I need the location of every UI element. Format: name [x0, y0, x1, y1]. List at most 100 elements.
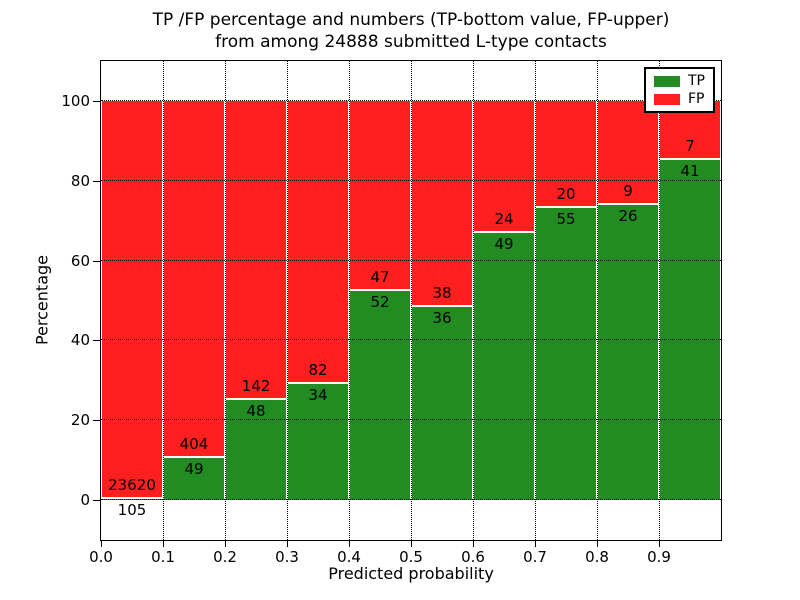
x-tick-mark: [163, 541, 164, 547]
x-tick-mark: [597, 541, 598, 547]
bar-segment-divider: [164, 455, 224, 458]
legend-item: FP: [654, 92, 705, 106]
bar-segment-divider: [226, 398, 286, 401]
tp-count-label: 41: [680, 162, 700, 181]
y-tick-label: 100: [61, 91, 90, 110]
gridline-horizontal: [101, 339, 721, 341]
bar-segment-divider: [598, 202, 658, 205]
x-tick-mark: [473, 541, 474, 547]
chart-title: TP /FP percentage and numbers (TP-bottom…: [100, 9, 722, 53]
y-tick-label: 80: [70, 171, 90, 190]
fp-count-label: 38: [432, 283, 452, 302]
bar-segment-divider: [288, 382, 348, 385]
gridline-vertical: [287, 61, 288, 540]
x-tick-label: 0.4: [337, 548, 361, 566]
bar-segment-tp: [288, 383, 348, 501]
bar-segment-divider: [474, 231, 534, 234]
bar-segment-tp: [226, 399, 286, 501]
bar-segment-tp: [536, 207, 596, 501]
tp-count-label: 105: [117, 501, 147, 520]
x-tick-mark: [349, 541, 350, 547]
x-tick-label: 0.9: [647, 548, 671, 566]
y-tick-mark: [93, 100, 100, 102]
x-tick-mark: [659, 541, 660, 547]
gridline-horizontal: [101, 99, 721, 101]
x-tick-label: 0.0: [89, 548, 113, 566]
fp-count-label: 9: [623, 181, 633, 200]
gridline-vertical: [411, 61, 412, 540]
fp-count-label: 404: [179, 434, 209, 453]
bar-segment-fp: [164, 100, 224, 457]
fp-legend-swatch: [654, 93, 680, 105]
y-tick-mark: [93, 180, 100, 182]
y-axis-label: Percentage: [32, 254, 52, 346]
bar-segment-tp: [412, 305, 472, 501]
gridline-horizontal: [101, 419, 721, 421]
legend-label: TP: [688, 73, 705, 89]
fp-count-label: 142: [241, 377, 271, 396]
legend-label: FP: [688, 91, 705, 107]
chart-title-line-1: TP /FP percentage and numbers (TP-bottom…: [152, 10, 670, 30]
y-tick-label: 20: [70, 411, 90, 430]
tp-count-label: 55: [556, 210, 576, 229]
bar-segment-tp: [660, 159, 720, 501]
y-tick-mark: [93, 340, 100, 342]
bar-segment-divider: [536, 206, 596, 209]
bar-segment-fp: [536, 100, 596, 208]
bar-segment-tp: [474, 232, 534, 501]
gridline-horizontal: [101, 499, 721, 501]
x-axis-label: Predicted probability: [328, 564, 494, 583]
chart-title-line-2: from among 24888 submitted L-type contac…: [215, 32, 607, 52]
bar-segment-fp: [474, 100, 534, 233]
gridline-vertical: [473, 61, 474, 540]
gridline-vertical: [225, 61, 226, 540]
bar-segment-tp: [164, 456, 224, 501]
y-tick-label: 60: [70, 251, 90, 270]
bar-segment-divider: [660, 158, 720, 161]
x-tick-label: 0.2: [213, 548, 237, 566]
tp-count-label: 34: [308, 386, 328, 405]
fp-count-label: 23620: [108, 476, 156, 495]
bar-segment-fp: [288, 100, 348, 384]
y-tick-label: 0: [80, 491, 90, 510]
x-tick-label: 0.7: [523, 548, 547, 566]
x-tick-label: 0.8: [585, 548, 609, 566]
bar-segment-divider: [350, 289, 410, 292]
x-tick-label: 0.3: [275, 548, 299, 566]
x-tick-mark: [411, 541, 412, 547]
y-tick-label: 40: [70, 331, 90, 350]
plot-area: TP FP 23620 105 404 49 142 48 82 34 47 52 38 36 24 49 2…: [100, 60, 722, 541]
bar-segment-tp: [350, 290, 410, 501]
fp-count-label: 47: [370, 268, 390, 287]
x-tick-label: 0.1: [151, 548, 175, 566]
bar-segment-fp: [226, 100, 286, 400]
fp-count-label: 7: [685, 137, 695, 156]
tp-count-label: 52: [370, 293, 390, 312]
gridline-vertical: [163, 61, 164, 540]
tp-count-label: 26: [618, 206, 638, 225]
y-tick-mark: [93, 500, 100, 502]
y-tick-mark: [93, 420, 100, 422]
gridline-horizontal: [101, 259, 721, 261]
x-tick-mark: [225, 541, 226, 547]
bar-segment-tp: [598, 203, 658, 501]
tp-count-label: 48: [246, 402, 266, 421]
tp-legend-swatch: [654, 75, 680, 87]
gridline-horizontal: [101, 179, 721, 181]
tp-count-label: 36: [432, 308, 452, 327]
bar-segment-fp: [598, 100, 658, 204]
x-tick-label: 0.5: [399, 548, 423, 566]
x-tick-mark: [101, 541, 102, 547]
bar-segment-divider: [102, 497, 162, 500]
gridline-vertical: [597, 61, 598, 540]
legend-item: TP: [654, 74, 705, 88]
tp-count-label: 49: [184, 459, 204, 478]
tp-count-label: 49: [494, 235, 514, 254]
fp-count-label: 24: [494, 210, 514, 229]
y-tick-mark: [93, 260, 100, 262]
bar-segment-fp: [102, 100, 162, 499]
x-tick-mark: [287, 541, 288, 547]
bar-segment-fp: [412, 100, 472, 306]
gridline-vertical: [535, 61, 536, 540]
